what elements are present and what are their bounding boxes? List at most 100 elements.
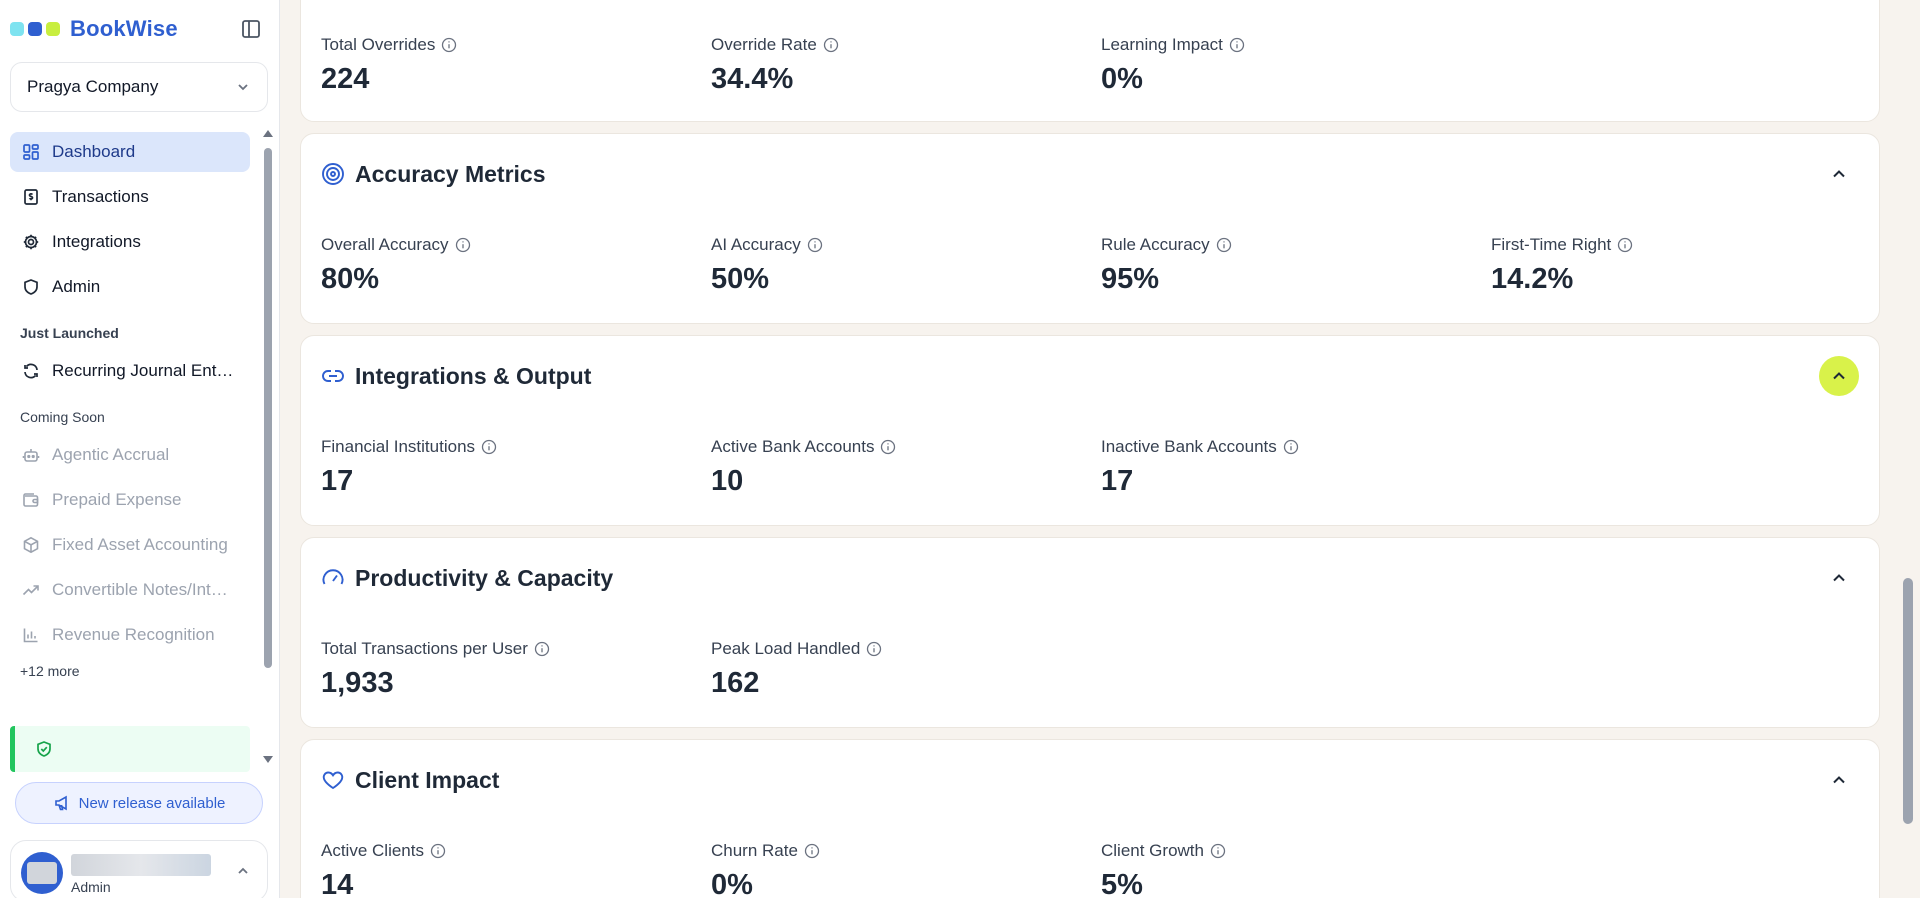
box-icon: [23, 536, 39, 554]
info-icon[interactable]: [455, 237, 471, 253]
metric-transactions-per-user: Total Transactions per User 1,933: [321, 639, 550, 700]
chevron-up-icon: [1833, 776, 1845, 784]
dashboard-icon: [23, 144, 39, 160]
nav-item-label: Integrations: [52, 232, 141, 251]
nav-item-prepaid-expense[interactable]: Prepaid Expense: [10, 480, 250, 520]
info-icon[interactable]: [430, 843, 446, 859]
section-header[interactable]: Accuracy Metrics: [301, 134, 1879, 214]
nav-item-recurring-journal[interactable]: Recurring Journal Ent…: [10, 351, 250, 391]
nav-item-revenue-recognition[interactable]: Revenue Recognition: [10, 615, 250, 655]
company-selector[interactable]: Pragya Company: [10, 62, 268, 112]
info-icon[interactable]: [1216, 237, 1232, 253]
user-menu[interactable]: Admin: [10, 840, 268, 898]
metric-value: 17: [321, 465, 354, 497]
main-scroll-thumb[interactable]: [1903, 578, 1913, 824]
metric-active-clients: Active Clients 14: [321, 841, 446, 898]
new-release-button[interactable]: New release available: [15, 782, 263, 824]
wallet-icon: [23, 493, 39, 507]
chevron-up-icon: [1833, 372, 1845, 380]
metric-value: 10: [711, 465, 744, 497]
target-icon: [322, 163, 344, 185]
client-impact-section: Client Impact Active Clients 14 Churn Ra…: [300, 739, 1880, 898]
gauge-icon: [322, 569, 344, 585]
nav-item-label: Convertible Notes/Int…: [52, 580, 228, 599]
collapse-toggle-button[interactable]: [1819, 760, 1859, 800]
info-icon[interactable]: [823, 37, 839, 53]
main-nav: Dashboard Transactions Integrations Admi…: [10, 132, 250, 679]
user-role: Admin: [71, 879, 111, 895]
metric-value: 34.4%: [711, 63, 794, 95]
info-icon[interactable]: [441, 37, 457, 53]
info-icon[interactable]: [534, 641, 550, 657]
metric-label: Total Transactions per User: [321, 639, 528, 658]
section-header[interactable]: Integrations & Output: [301, 336, 1879, 416]
info-icon[interactable]: [1210, 843, 1226, 859]
metric-value: 0%: [1101, 63, 1143, 95]
info-icon[interactable]: [804, 843, 820, 859]
metric-churn-rate: Churn Rate 0%: [711, 841, 820, 898]
just-launched-heading: Just Launched: [20, 325, 119, 341]
nav-item-label: Agentic Accrual: [52, 445, 170, 464]
receipt-icon: [24, 189, 38, 205]
refresh-icon: [24, 363, 38, 379]
nav-item-label: Recurring Journal Ent…: [52, 361, 234, 380]
info-icon[interactable]: [880, 439, 896, 455]
collapse-toggle-button[interactable]: [1819, 154, 1859, 194]
sidebar-scrollbar[interactable]: [263, 128, 273, 768]
trend-up-icon: [22, 585, 39, 596]
link-icon: [322, 370, 344, 382]
metric-total-overrides: Total Overrides 224: [321, 35, 457, 96]
metric-value: 0%: [711, 869, 753, 898]
shield-check-icon: [37, 741, 51, 757]
info-icon[interactable]: [807, 237, 823, 253]
new-release-label: New release available: [78, 794, 226, 812]
info-icon[interactable]: [866, 641, 882, 657]
scroll-up-arrow-icon[interactable]: [263, 130, 273, 137]
nav-item-integrations[interactable]: Integrations: [10, 222, 250, 262]
nav-item-fixed-asset[interactable]: Fixed Asset Accounting: [10, 525, 250, 565]
chevron-up-icon: [238, 867, 248, 874]
metric-label: First-Time Right: [1491, 235, 1612, 254]
metric-label: Rule Accuracy: [1101, 235, 1210, 254]
metric-label: Total Overrides: [321, 35, 436, 54]
brand-logo[interactable]: BookWise: [10, 12, 178, 46]
section-title: Integrations & Output: [355, 362, 592, 389]
metric-client-growth: Client Growth 5%: [1101, 841, 1226, 898]
nav-item-convertible-notes[interactable]: Convertible Notes/Int…: [10, 570, 250, 610]
metric-value: 14.2%: [1491, 263, 1574, 295]
nav-item-label: Fixed Asset Accounting: [52, 535, 228, 554]
brand-name: BookWise: [70, 16, 178, 41]
metric-label: Peak Load Handled: [711, 639, 861, 658]
main-scrollbar[interactable]: [1902, 0, 1914, 898]
sidebar-scroll-thumb[interactable]: [264, 148, 272, 668]
collapse-toggle-button[interactable]: [1819, 558, 1859, 598]
metric-label: Active Bank Accounts: [711, 437, 875, 456]
nav-item-label: Prepaid Expense: [52, 490, 182, 509]
metric-label: Override Rate: [711, 35, 817, 54]
dashboard-main: Total Overrides 224 Override Rate 34.4% …: [280, 0, 1900, 898]
bar-chart-icon: [23, 628, 38, 643]
heart-icon: [322, 771, 344, 790]
integrations-output-section: Integrations & Output Financial Institut…: [300, 335, 1880, 526]
metric-label: Churn Rate: [711, 841, 798, 860]
info-icon[interactable]: [1617, 237, 1633, 253]
section-header[interactable]: Client Impact: [301, 740, 1879, 820]
more-items-link[interactable]: +12 more: [20, 663, 80, 679]
metric-peak-load: Peak Load Handled 162: [711, 639, 882, 700]
nav-item-label: Transactions: [52, 187, 149, 206]
nav-item-dashboard[interactable]: Dashboard: [10, 132, 250, 172]
scroll-down-arrow-icon[interactable]: [263, 756, 273, 763]
nav-item-agentic-accrual[interactable]: Agentic Accrual: [10, 435, 250, 475]
robot-icon: [22, 449, 40, 462]
metric-label: Financial Institutions: [321, 437, 476, 456]
section-header[interactable]: Productivity & Capacity: [301, 538, 1879, 618]
sidebar-toggle-icon[interactable]: [240, 18, 262, 40]
nav-item-admin[interactable]: Admin: [10, 267, 250, 307]
section-title: Client Impact: [355, 766, 500, 793]
info-icon[interactable]: [1283, 439, 1299, 455]
info-icon[interactable]: [481, 439, 497, 455]
info-icon[interactable]: [1229, 37, 1245, 53]
collapse-toggle-button[interactable]: [1819, 356, 1859, 396]
nav-item-transactions[interactable]: Transactions: [10, 177, 250, 217]
security-status-card[interactable]: [10, 726, 250, 772]
